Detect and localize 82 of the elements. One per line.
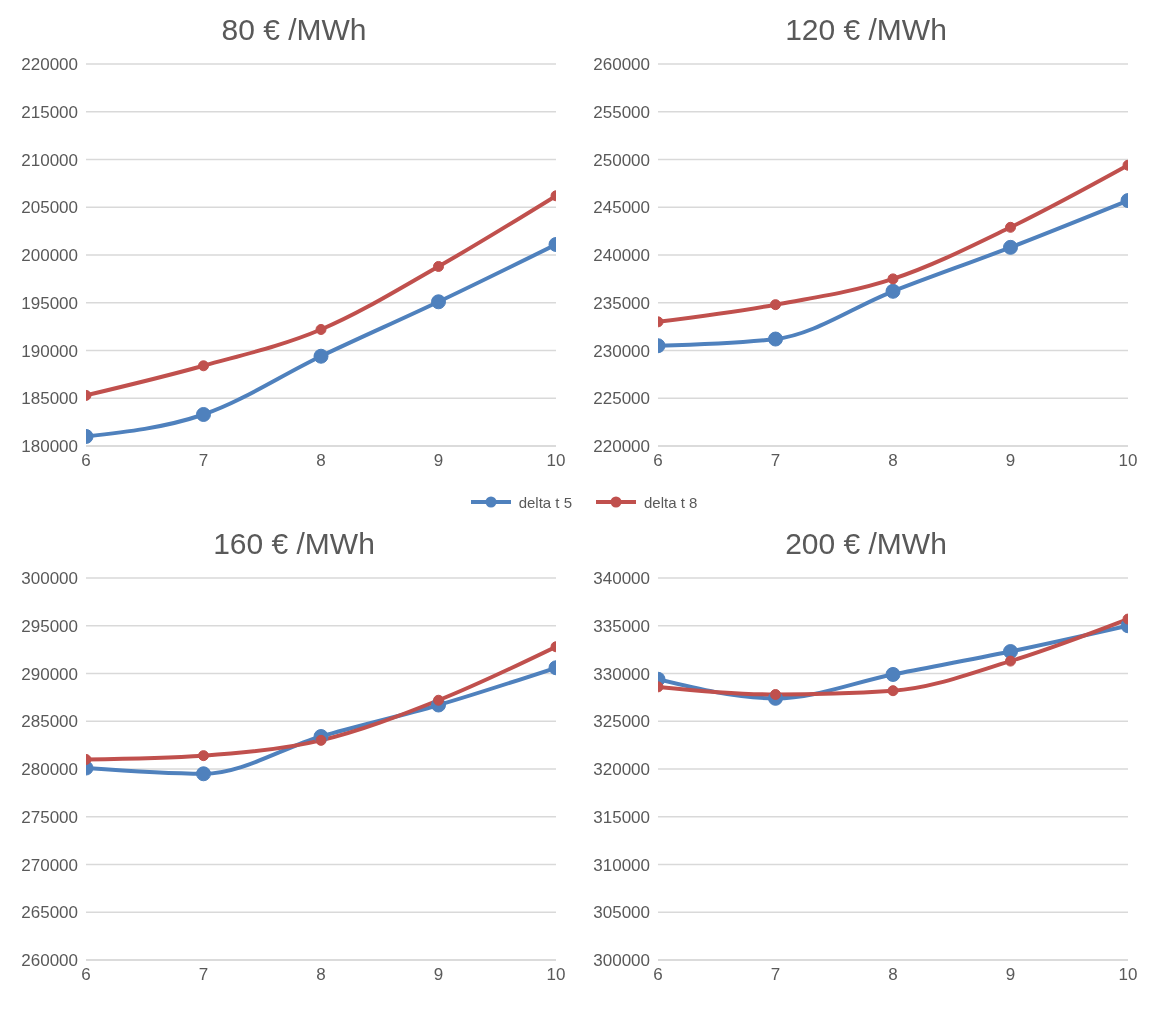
point xyxy=(198,750,209,762)
y-tick-label: 220000 xyxy=(593,437,650,457)
chart-title: 160 € /MWh xyxy=(212,526,376,562)
y-tick-label: 225000 xyxy=(593,389,650,409)
point xyxy=(315,734,327,746)
x-tick-label: 10 xyxy=(546,451,566,471)
y-tick-label: 215000 xyxy=(21,102,78,122)
x-tick-label: 8 xyxy=(888,965,898,985)
x-tick-label: 10 xyxy=(546,965,566,985)
x-tick-label: 8 xyxy=(316,451,326,471)
y-tick-label: 240000 xyxy=(593,246,650,266)
x-tick-label: 7 xyxy=(770,451,781,471)
point xyxy=(433,260,444,272)
y-tick-label: 335000 xyxy=(593,616,650,636)
y-tick-label: 320000 xyxy=(593,760,650,780)
x-tick-label: 8 xyxy=(888,451,898,471)
point xyxy=(198,360,209,372)
chart-title: 120 € /MWh xyxy=(784,12,948,48)
y-tick-label: 185000 xyxy=(21,389,78,409)
y-tick-label: 260000 xyxy=(593,55,650,75)
y-tick-label: 230000 xyxy=(593,341,650,361)
point xyxy=(313,348,329,364)
y-tick-label: 325000 xyxy=(593,712,650,732)
point xyxy=(315,323,327,335)
y-tick-label: 330000 xyxy=(593,664,650,684)
y-tick-label: 305000 xyxy=(593,903,650,923)
point xyxy=(885,666,901,682)
x-tick-label: 9 xyxy=(433,451,444,471)
point xyxy=(887,685,899,697)
y-tick-label: 300000 xyxy=(593,951,650,971)
chart-title: 200 € /MWh xyxy=(784,526,948,562)
point xyxy=(770,689,781,701)
y-tick-label: 195000 xyxy=(21,293,78,313)
y-tick-label: 265000 xyxy=(21,903,78,923)
y-tick-label: 290000 xyxy=(21,664,78,684)
point xyxy=(770,299,781,311)
x-tick-label: 9 xyxy=(433,965,444,985)
point xyxy=(768,331,783,347)
legend-label: delta t 8 xyxy=(644,493,698,511)
y-tick-label: 285000 xyxy=(21,712,78,732)
point xyxy=(433,694,444,706)
y-tick-label: 340000 xyxy=(593,569,650,589)
point xyxy=(1003,239,1018,255)
y-tick-label: 250000 xyxy=(593,150,650,170)
x-tick-label: 6 xyxy=(81,965,91,985)
y-tick-label: 270000 xyxy=(21,855,78,875)
y-tick-label: 315000 xyxy=(593,807,650,827)
point xyxy=(431,294,446,310)
x-tick-label: 9 xyxy=(1005,451,1016,471)
y-tick-label: 255000 xyxy=(593,102,650,122)
x-tick-label: 10 xyxy=(1118,451,1138,471)
y-tick-label: 180000 xyxy=(21,437,78,457)
legend-label: delta t 5 xyxy=(518,493,572,511)
chart-title: 80 € /MWh xyxy=(220,12,368,48)
y-tick-label: 300000 xyxy=(21,569,78,589)
x-tick-label: 7 xyxy=(770,965,781,985)
y-tick-label: 275000 xyxy=(21,807,78,827)
x-tick-label: 8 xyxy=(316,965,326,985)
x-tick-label: 7 xyxy=(198,965,209,985)
point xyxy=(887,273,899,285)
y-tick-label: 220000 xyxy=(21,55,78,75)
y-tick-label: 280000 xyxy=(21,760,78,780)
x-tick-label: 10 xyxy=(1118,965,1138,985)
y-tick-label: 200000 xyxy=(21,246,78,266)
point xyxy=(885,283,901,299)
y-tick-label: 295000 xyxy=(21,616,78,636)
y-tick-label: 205000 xyxy=(21,198,78,218)
y-tick-label: 190000 xyxy=(21,341,78,361)
x-tick-label: 6 xyxy=(81,451,91,471)
x-tick-label: 6 xyxy=(653,965,663,985)
point xyxy=(1005,655,1016,667)
y-tick-label: 235000 xyxy=(593,293,650,313)
point xyxy=(196,406,211,422)
x-tick-label: 9 xyxy=(1005,965,1016,985)
x-tick-label: 6 xyxy=(653,451,663,471)
x-tick-label: 7 xyxy=(198,451,209,471)
y-tick-label: 260000 xyxy=(21,951,78,971)
y-tick-label: 310000 xyxy=(593,855,650,875)
point xyxy=(1005,221,1016,233)
point xyxy=(196,766,211,782)
y-tick-label: 245000 xyxy=(593,198,650,218)
y-tick-label: 210000 xyxy=(21,150,78,170)
